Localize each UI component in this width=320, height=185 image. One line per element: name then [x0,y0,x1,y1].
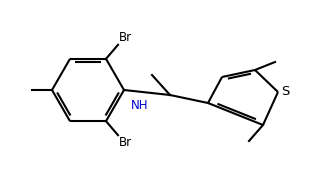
Text: NH: NH [131,99,148,112]
Text: Br: Br [119,31,132,44]
Text: Br: Br [119,136,132,149]
Text: S: S [281,85,289,97]
